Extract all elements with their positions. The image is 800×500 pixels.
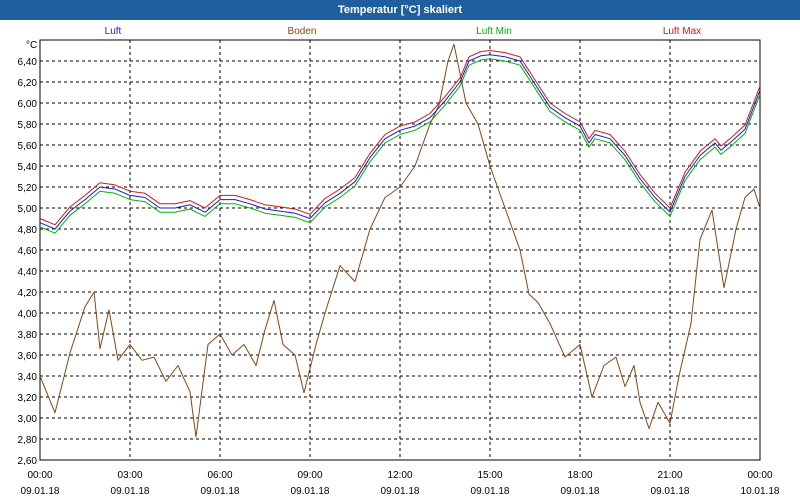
series-lines (39, 43, 761, 438)
y-tick-label: 6,20 (18, 78, 38, 89)
y-tick-label: 5,20 (18, 183, 38, 194)
x-tick-time: 00:00 (747, 470, 772, 481)
y-tick-label: 2,60 (18, 456, 38, 467)
x-tick-time: 03:00 (117, 470, 142, 481)
x-tick-date: 09.01.18 (21, 486, 60, 497)
x-tick-date: 09.01.18 (111, 486, 150, 497)
x-tick-date: 10.01.18 (741, 486, 780, 497)
y-tick-label: 5,00 (18, 204, 38, 215)
y-tick-label: 6,00 (18, 99, 38, 110)
y-tick-label: 4,80 (18, 225, 38, 236)
x-tick-time: 06:00 (207, 470, 232, 481)
temperature-chart: 2,60 2,80 3,00 3,20 3,40 3,60 3,80 4,00 4,20 4,40… (0, 20, 800, 500)
y-tick-label: 4,00 (18, 309, 38, 320)
series-luft-line (39, 54, 761, 230)
x-tick-time: 15:00 (477, 470, 502, 481)
y-tick-label: 5,80 (18, 120, 38, 131)
series-luft-min-line (39, 58, 761, 234)
y-tick-label: 5,40 (18, 162, 38, 173)
x-tick-time: 12:00 (387, 470, 412, 481)
x-tick-date: 09.01.18 (561, 486, 600, 497)
chart-background (0, 20, 800, 500)
x-tick-date: 09.01.18 (201, 486, 240, 497)
y-tick-label: 3,80 (18, 330, 38, 341)
y-tick-label: 3,40 (18, 372, 38, 383)
y-tick-label: 4,60 (18, 246, 38, 257)
y-tick-label: 3,20 (18, 393, 38, 404)
legend-luft: Luft (105, 26, 122, 37)
x-tick-time: 21:00 (657, 470, 682, 481)
plot-frame (39, 39, 761, 461)
grid (40, 40, 760, 461)
y-tick-label: 6,40 (18, 57, 38, 68)
x-tick-time: 18:00 (567, 470, 592, 481)
y-tick-label: 4,20 (18, 288, 38, 299)
y-tick-label: 3,00 (18, 414, 38, 425)
y-tick-label: 2,80 (18, 435, 38, 446)
y-unit-label: °C (26, 40, 37, 51)
series-boden-line (39, 43, 761, 438)
series-luft-max-line (39, 50, 761, 226)
y-tick-label: 3,60 (18, 351, 38, 362)
x-tick-date: 09.01.18 (291, 486, 330, 497)
legend-luft-max: Luft Max (663, 26, 701, 37)
x-tick-date: 09.01.18 (381, 486, 420, 497)
x-tick-date: 09.01.18 (651, 486, 690, 497)
y-tick-label: 5,60 (18, 141, 38, 152)
x-axis: 00:00 09.01.18 03:00 09.01.18 06:00 09.01.18 0… (21, 470, 780, 497)
x-tick-date: 09.01.18 (471, 486, 510, 497)
legend-boden: Boden (288, 26, 317, 37)
window-title: Temperatur [°C] skaliert (0, 0, 800, 20)
y-axis: 2,60 2,80 3,00 3,20 3,40 3,60 3,80 4,00 4,20 4,40… (18, 57, 38, 467)
legend-luft-min: Luft Min (476, 26, 512, 37)
x-tick-time: 09:00 (297, 470, 322, 481)
y-tick-label: 4,40 (18, 267, 38, 278)
x-tick-time: 00:00 (27, 470, 52, 481)
